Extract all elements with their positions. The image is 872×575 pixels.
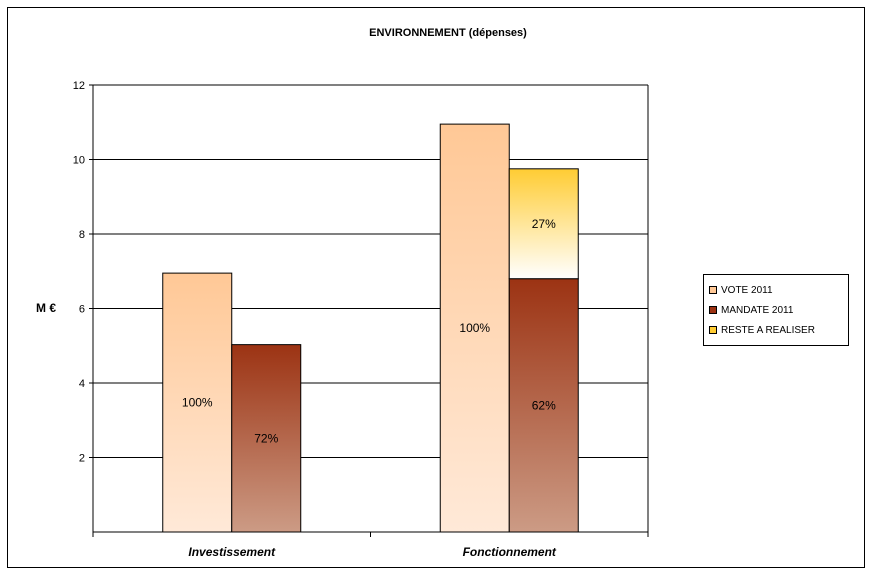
data-label-reste-a-realiser: 27% (532, 217, 556, 231)
legend-item-vote-2011: VOTE 2011 (709, 280, 848, 300)
y-tick-label: 8 (79, 229, 85, 241)
legend: VOTE 2011 MANDATE 2011 RESTE A REALISER (703, 274, 849, 346)
chart-title: ENVIRONNEMENT (dépenses) (369, 27, 527, 39)
y-tick-label: 10 (73, 155, 85, 167)
bar-mandate-2011 (231, 344, 302, 533)
legend-swatch-vote-2011 (709, 286, 717, 294)
legend-label-vote-2011: VOTE 2011 (721, 284, 773, 296)
data-label-vote-2011: 100% (459, 321, 490, 335)
data-label-mandate-2011: 62% (532, 398, 556, 412)
legend-swatch-mandate-2011 (709, 306, 717, 314)
bars (162, 123, 579, 533)
y-tick-label: 4 (79, 378, 85, 390)
y-axis-label: M € (36, 301, 56, 315)
bar-vote-2011 (162, 272, 233, 533)
legend-item-mandate-2011: MANDATE 2011 (709, 300, 848, 320)
legend-item-reste-a-realiser: RESTE A REALISER (709, 320, 848, 340)
bar-vote-2011 (439, 123, 510, 533)
axes (89, 84, 649, 537)
y-tick-label: 12 (73, 80, 85, 92)
x-tick-label: Fonctionnement (463, 545, 557, 559)
bar-reste-a-realiser (508, 168, 579, 280)
labels: 2 4 6 8 10 12 100% 72% Investissement 100% 62% 27% F… (73, 80, 557, 559)
legend-label-mandate-2011: MANDATE 2011 (721, 304, 794, 316)
y-tick-label: 6 (79, 304, 85, 316)
data-label-vote-2011: 100% (182, 396, 213, 410)
legend-label-reste-a-realiser: RESTE A REALISER (721, 324, 815, 336)
x-tick-label: Investissement (188, 545, 276, 559)
y-tick-label: 2 (79, 453, 85, 465)
data-label-mandate-2011: 72% (254, 431, 278, 445)
legend-swatch-reste-a-realiser (709, 326, 717, 334)
